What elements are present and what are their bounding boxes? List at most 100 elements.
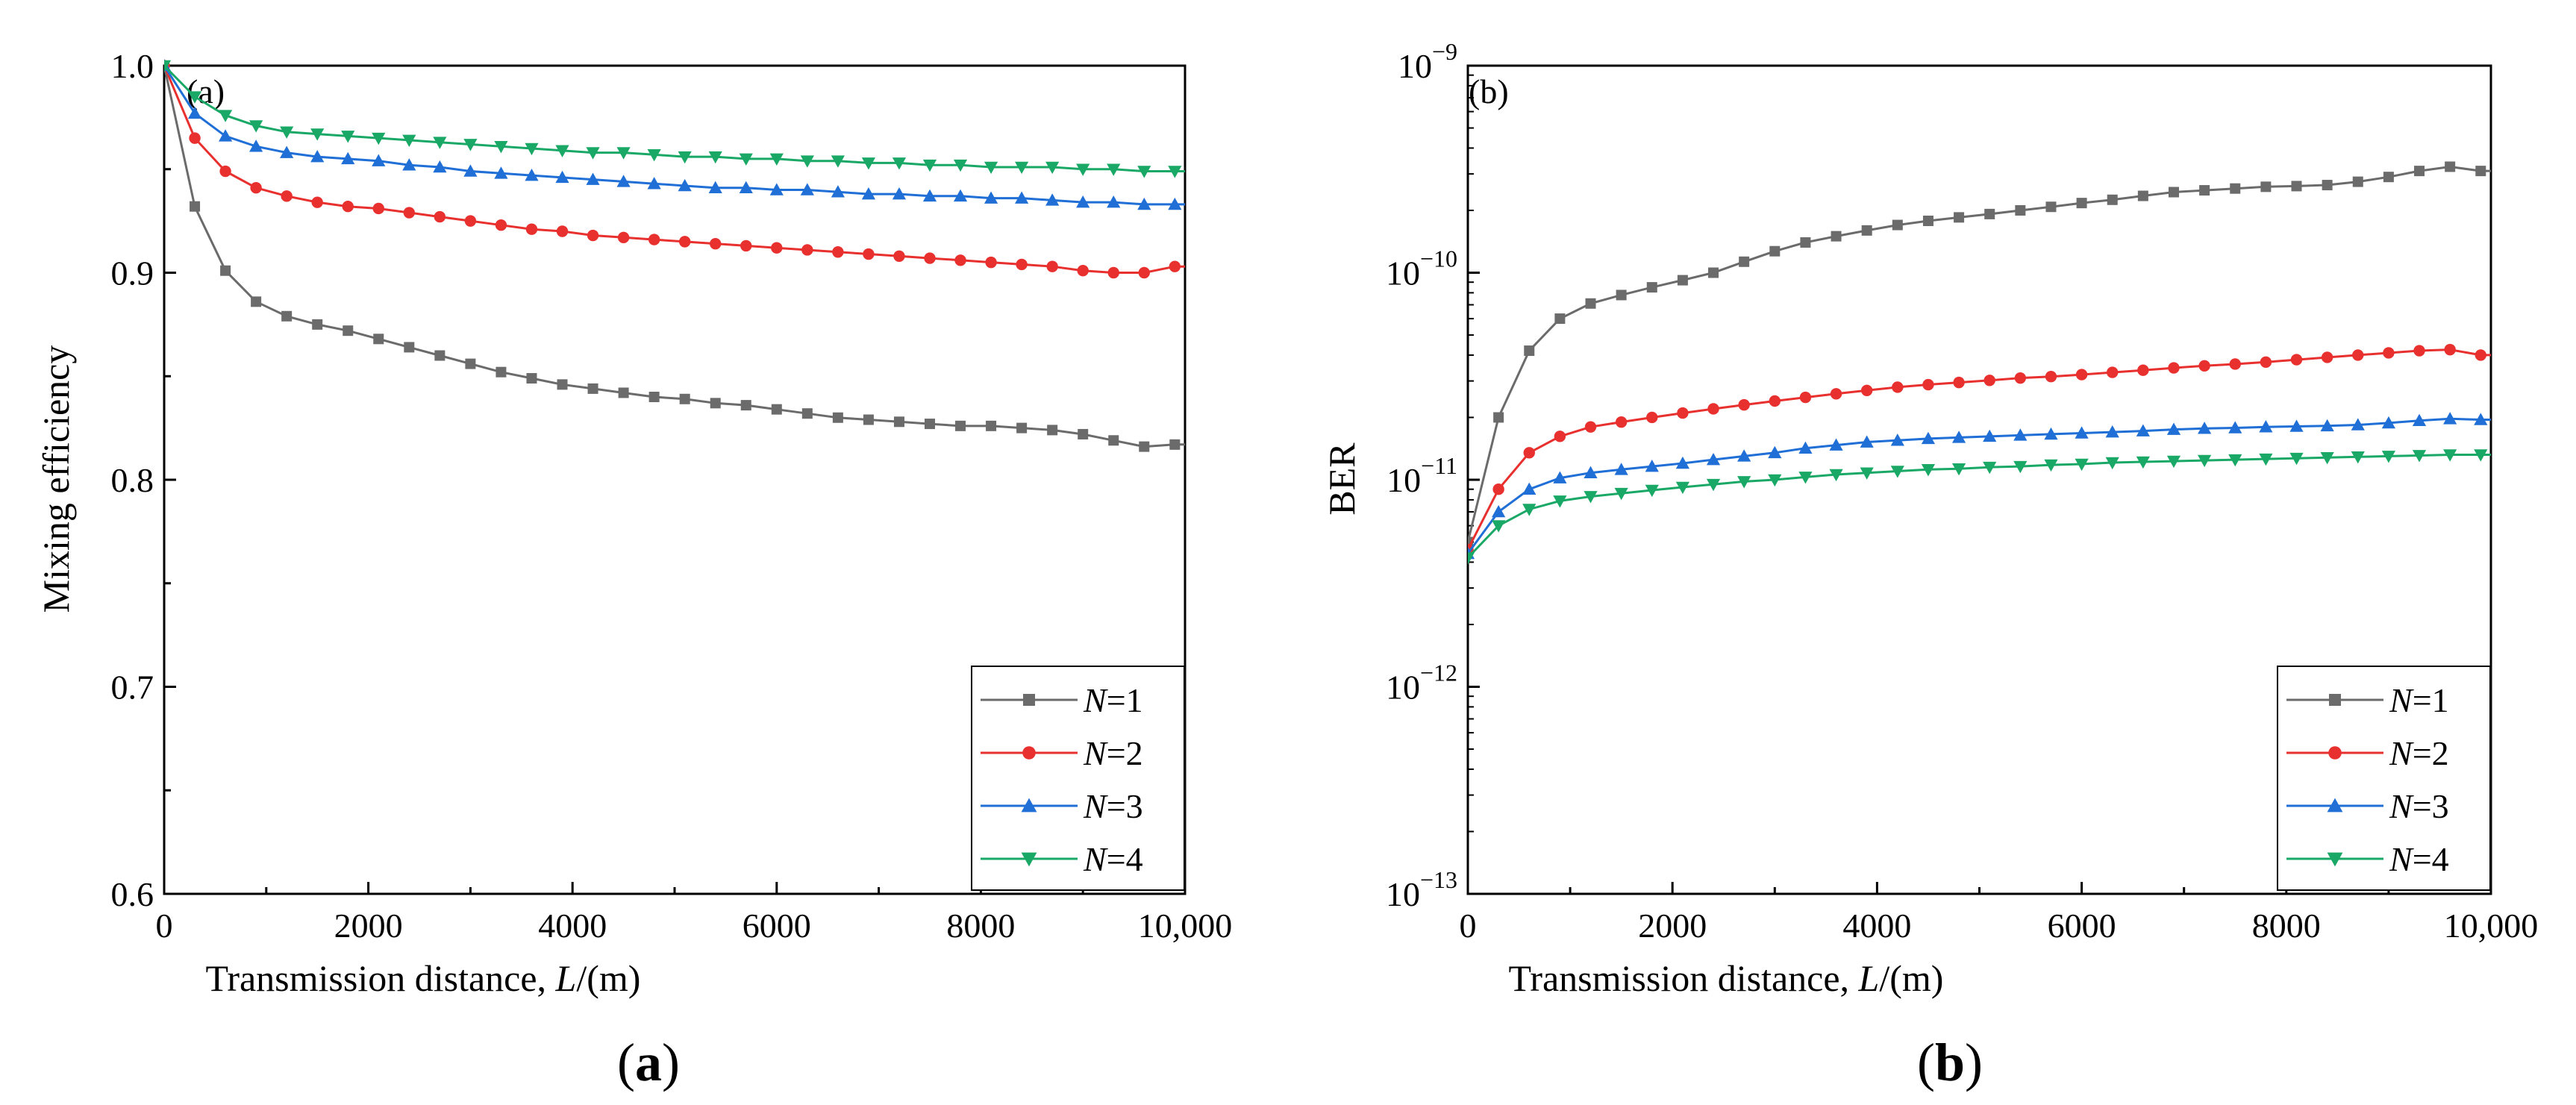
data-point-n4-a xyxy=(402,134,416,147)
data-point-n3-b xyxy=(2320,419,2334,432)
data-point-n1-b xyxy=(2414,166,2425,177)
data-point-n2-a xyxy=(678,236,691,248)
data-point-n2-b xyxy=(1860,384,1873,396)
series-n2-a xyxy=(164,60,1185,279)
data-point-n3-b xyxy=(2044,427,2058,440)
data-point-n3-a xyxy=(1107,195,1121,208)
data-point-n1-a xyxy=(251,296,262,307)
data-point-n3-b xyxy=(1553,471,1567,483)
data-point-n3-b xyxy=(1798,441,1813,454)
caption-b: (b) xyxy=(1917,1033,1983,1092)
data-point-n3-b xyxy=(2351,418,2365,431)
x-tick-label-a: 0 xyxy=(156,907,173,945)
data-point-n4-a xyxy=(800,155,814,168)
data-point-n1-a xyxy=(526,373,537,384)
data-point-n2-b xyxy=(2383,347,2395,359)
data-point-n1-a xyxy=(434,350,446,361)
data-point-n3-a xyxy=(341,151,355,165)
data-point-n1-a xyxy=(893,416,904,428)
data-point-n4-a xyxy=(769,153,784,166)
data-point-n1-b xyxy=(1800,237,1811,248)
data-point-n2-b xyxy=(2198,360,2210,372)
y-tick-label-a: 0.6 xyxy=(111,875,154,913)
data-point-n2-b xyxy=(2229,358,2241,370)
data-point-n3-b xyxy=(1951,431,1966,443)
data-point-n2-a xyxy=(1107,266,1119,279)
data-point-n3-b xyxy=(1983,429,1997,442)
data-point-n2-b xyxy=(2444,343,2456,356)
data-point-n3-a xyxy=(953,189,968,202)
series-n1-b xyxy=(1468,161,2491,548)
data-point-n4-b xyxy=(1584,491,1598,504)
series-n3-b xyxy=(1468,412,2491,560)
data-point-n3-b xyxy=(1522,482,1536,495)
data-point-n2-b xyxy=(2260,356,2272,369)
data-point-n3-a xyxy=(708,181,722,194)
data-point-n1-a xyxy=(312,319,323,330)
data-point-n3-a xyxy=(463,164,478,177)
data-point-n2-a xyxy=(1138,266,1150,279)
data-point-n3-a xyxy=(1015,191,1029,204)
data-point-n1-b xyxy=(2322,180,2333,191)
data-point-n4-a xyxy=(739,153,753,166)
data-point-n2-b xyxy=(1738,398,1750,411)
data-point-n3-b xyxy=(2198,422,2212,434)
data-point-n3-a xyxy=(494,166,508,179)
y-tick-label-b: 10−13 xyxy=(1386,866,1457,913)
legend-a: N=1 N=2 N=3 N=4 xyxy=(971,666,1185,891)
data-point-n2-b xyxy=(1892,381,1904,393)
data-point-n4-b xyxy=(2351,451,2365,464)
data-point-n3-b xyxy=(1645,460,1659,472)
data-point-n3-b xyxy=(1492,504,1506,518)
data-point-n2-b xyxy=(2352,349,2364,361)
x-axis-title-a: Transmission distance, L/(m) xyxy=(206,957,641,999)
data-point-n2-b xyxy=(2137,364,2149,376)
y-tick-label-b: 10−10 xyxy=(1386,245,1457,292)
data-point-n1-a xyxy=(1016,422,1028,433)
data-point-n4-a xyxy=(341,131,355,143)
legend-label-n1-b: N=1 xyxy=(2389,681,2449,719)
data-point-n3-b xyxy=(1768,445,1782,459)
data-point-n4-a xyxy=(1015,161,1029,175)
data-point-n1-b xyxy=(1892,219,1903,231)
data-point-n2-b xyxy=(1492,483,1504,495)
data-point-n1-a xyxy=(801,408,813,419)
series-line-n3-b xyxy=(1468,417,2491,554)
series-line-n2-b xyxy=(1468,348,2491,551)
data-point-n2-b xyxy=(2014,372,2027,384)
legend-label-n4-a: N=4 xyxy=(1083,840,1143,878)
data-point-n2-a xyxy=(1046,260,1058,272)
data-point-n2-b xyxy=(2290,354,2303,366)
legend-label-n3-b: N=3 xyxy=(2389,787,2449,825)
legend-label-n3-a: N=3 xyxy=(1083,787,1143,825)
data-point-n4-a xyxy=(922,159,937,172)
data-point-n4-b xyxy=(1553,495,1567,508)
data-point-n1-b xyxy=(1493,412,1504,423)
legend-marker-n4-b xyxy=(2327,852,2343,867)
data-point-n4-b xyxy=(2289,452,2304,466)
data-point-n2-b xyxy=(2413,345,2425,357)
data-point-n4-b xyxy=(1706,478,1721,492)
data-point-n4-a xyxy=(218,110,233,122)
data-point-n3-b xyxy=(1584,466,1598,479)
data-point-n1-a xyxy=(1047,425,1058,436)
y-axis-title-b: BER xyxy=(1321,442,1363,516)
series-n4-a xyxy=(164,60,1185,178)
data-point-n3-a xyxy=(984,191,998,204)
data-point-n3-b xyxy=(2136,424,2150,436)
data-point-n2-a xyxy=(434,210,446,223)
legend-marker-n3-b xyxy=(2327,798,2343,813)
data-point-n3-b xyxy=(2228,421,2242,433)
data-point-n1-b xyxy=(1739,256,1750,267)
data-point-n1-b xyxy=(2076,198,2087,209)
data-point-n4-b xyxy=(2166,455,2181,469)
data-point-n4-b xyxy=(2412,450,2427,463)
data-point-n3-a xyxy=(586,172,600,185)
data-point-n2-a xyxy=(250,182,262,194)
data-point-n4-a xyxy=(1168,166,1182,178)
data-point-n2-a xyxy=(1077,265,1089,277)
data-point-n2-a xyxy=(342,201,354,213)
legend-marker-n2-a xyxy=(1022,746,1036,760)
legend-label-n2-b: N=2 xyxy=(2389,734,2449,772)
